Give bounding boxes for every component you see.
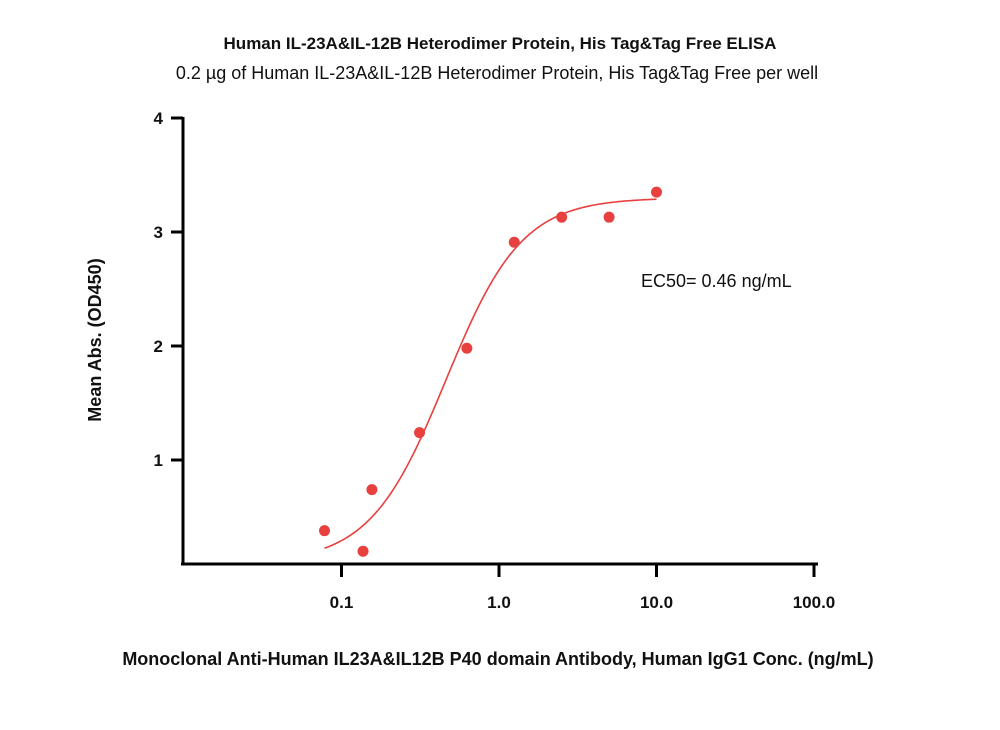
data-point [556,211,568,223]
data-point [603,211,615,223]
y-tick-label: 2 [154,337,163,356]
y-tick-label: 4 [154,109,164,128]
data-point [414,427,426,439]
data-point [357,545,369,557]
data-point [461,342,473,354]
x-tick-label: 100.0 [793,593,836,612]
data-point [651,186,662,198]
x-tick-label: 0.1 [330,593,354,612]
y-ticks: 1 2 3 4 [154,109,183,470]
y-tick-label: 1 [154,451,163,470]
y-tick-label: 3 [154,223,163,242]
data-points [319,186,662,557]
fit-curve [324,198,657,549]
y-axis-label: Mean Abs. (OD450) [85,258,105,421]
x-tick-label: 10.0 [640,593,673,612]
data-point [319,525,331,537]
ec50-annotation: EC50= 0.46 ng/mL [641,271,792,291]
chart-title: Human IL-23A&IL-12B Heterodimer Protein,… [224,34,777,53]
x-axis-label: Monoclonal Anti-Human IL23A&IL12B P40 do… [122,649,873,669]
data-point [366,484,378,496]
chart-subtitle: 0.2 µg of Human IL-23A&IL-12B Heterodime… [176,63,818,83]
data-point [508,236,520,248]
x-ticks: 0.1 1.0 10.0 100.0 [330,564,836,612]
x-tick-label: 1.0 [487,593,511,612]
